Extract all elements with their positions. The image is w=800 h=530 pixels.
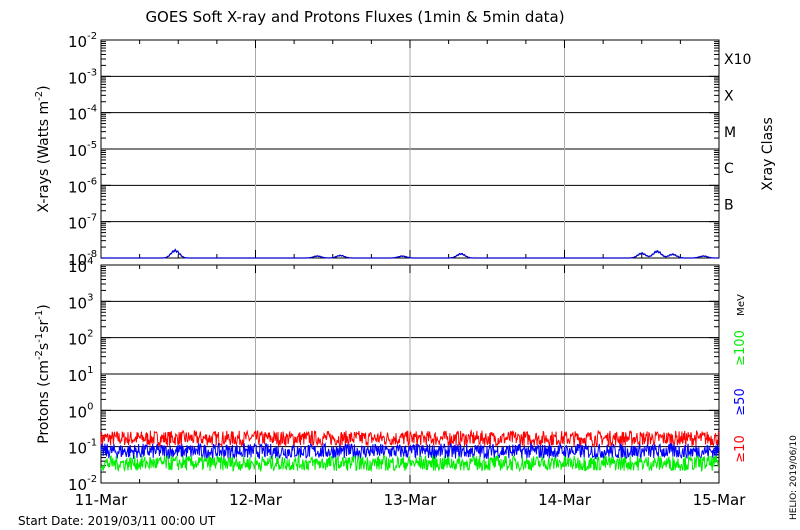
x-tick-label: 12-Mar [229,491,283,509]
proton-ylabel: Protons (cm-2s-1sr-1) [34,304,52,443]
proton-flux-line [100,441,720,461]
xray-class-label: X [724,89,734,105]
xray-ytick-label: 10-6 [68,176,97,196]
proton-ytick-label: 10-1 [68,438,97,458]
proton-series-label: ≥50 [733,388,748,415]
xray-ytick-label: 10-2 [68,31,97,51]
xray-ytick-label: 10-4 [68,104,97,124]
x-tick-label: 15-Mar [693,491,747,509]
proton-ytick-label: 102 [68,329,93,349]
start-date-label: Start Date: 2019/03/11 00:00 UT [18,514,216,528]
xray-class-label: M [724,125,736,141]
x-axis: 11-Mar 12-Mar 13-Mar 14-Mar 15-Mar [75,491,747,509]
chart-title: GOES Soft X-ray and Protons Fluxes (1min… [145,8,564,26]
xray-class-label: B [724,198,734,214]
xray-flux-line [101,248,719,259]
proton-series-label: ≥100 [733,330,748,366]
proton-energy-unit: MeV [736,294,747,316]
x-tick-label: 14-Mar [538,491,592,509]
proton-ytick-label: 104 [68,256,93,276]
xray-ytick-label: 10-5 [68,140,97,160]
xray-ylabel: X-rays (Watts m-2) [34,85,52,212]
proton-ytick-label: 100 [68,401,93,421]
credit-label: HELIO: 2019/06/10 [789,435,799,520]
proton-flux-line [100,428,720,448]
xray-ytick-label: 10-3 [68,67,97,87]
xray-panel: 10-810-710-610-510-410-310-2X-rays (Watt… [34,31,776,269]
xray-class-label: C [724,161,734,177]
xray-ytick-label: 10-7 [68,213,97,233]
xray-class-axis-label: Xray Class [760,117,776,191]
proton-flux-line [100,453,720,473]
proton-ytick-label: 101 [68,365,93,385]
x-tick-label: 11-Mar [75,491,129,509]
proton-ytick-label: 103 [68,292,93,312]
x-tick-label: 13-Mar [384,491,438,509]
xray-class-label: X10 [724,52,751,68]
proton-series-label: ≥10 [733,435,748,462]
